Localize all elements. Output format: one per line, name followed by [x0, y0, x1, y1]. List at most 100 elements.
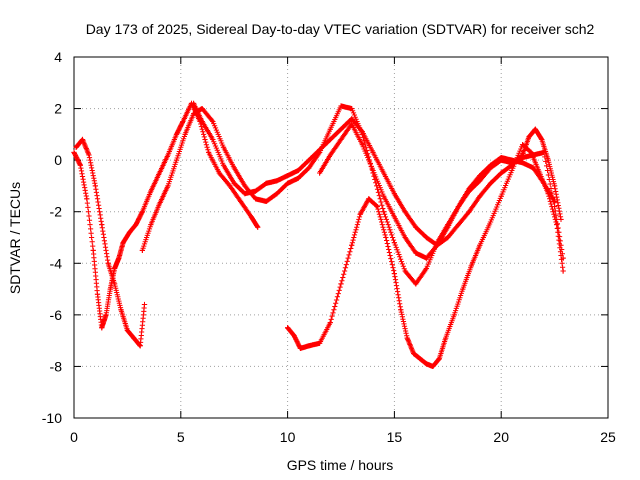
data-point	[460, 286, 466, 292]
y-tick-label: -10	[42, 410, 62, 426]
data-point	[220, 162, 227, 168]
data-point	[99, 222, 105, 228]
data-point	[71, 149, 77, 156]
data-point	[423, 255, 430, 261]
series-trace-a	[71, 100, 261, 331]
data-point	[306, 157, 312, 163]
data-point	[137, 343, 143, 349]
data-point	[118, 307, 124, 313]
data-point	[338, 126, 344, 132]
data-point	[291, 332, 297, 339]
data-point	[451, 312, 457, 318]
data-point	[466, 185, 472, 192]
data-point	[141, 301, 148, 308]
data-point	[381, 193, 387, 199]
data-point	[274, 191, 280, 197]
data-point	[487, 219, 494, 225]
data-point	[509, 167, 515, 174]
data-point	[423, 234, 430, 241]
data-point	[126, 229, 133, 235]
data-point	[252, 188, 259, 194]
data-point	[285, 180, 291, 186]
data-point	[477, 173, 483, 179]
data-point	[338, 103, 344, 109]
data-point	[411, 350, 417, 357]
data-point	[539, 136, 545, 143]
x-tick-label: 20	[493, 429, 509, 445]
data-point	[238, 198, 244, 204]
data-point	[402, 209, 408, 215]
data-point	[327, 319, 333, 326]
data-point	[210, 118, 216, 125]
data-point	[532, 126, 538, 132]
data-point	[423, 265, 430, 272]
data-point	[477, 178, 483, 184]
data-point	[402, 268, 408, 274]
data-point	[156, 201, 163, 207]
y-tick-label: -6	[50, 307, 63, 323]
data-point	[120, 240, 126, 246]
y-tick-label: -8	[50, 358, 63, 374]
data-point	[349, 105, 355, 112]
data-point	[487, 162, 494, 168]
data-point	[477, 242, 483, 248]
y-axis-label: SDTVAR / TECUs	[7, 182, 23, 294]
data-point	[466, 209, 472, 215]
data-point	[205, 149, 212, 156]
data-point	[107, 286, 113, 292]
data-point	[528, 149, 534, 156]
data-point	[105, 260, 111, 266]
data-point	[374, 203, 380, 210]
data-point	[227, 183, 233, 189]
data-point	[552, 183, 558, 189]
data-point	[116, 255, 122, 261]
data-point	[165, 183, 171, 189]
data-point	[357, 211, 363, 217]
data-point	[73, 144, 79, 150]
data-point	[285, 173, 291, 179]
series-trace-e	[285, 142, 566, 370]
data-point	[391, 240, 397, 246]
data-point	[370, 167, 376, 174]
data-point	[519, 160, 526, 166]
data-point	[210, 136, 216, 143]
data-point	[545, 157, 551, 163]
data-point	[199, 105, 205, 112]
data-point	[381, 209, 387, 215]
plot-area	[71, 100, 566, 370]
data-point	[79, 136, 86, 143]
x-axis-label: GPS time / hours	[287, 457, 394, 473]
data-point	[487, 180, 494, 186]
data-point	[139, 247, 145, 253]
data-point	[430, 363, 436, 370]
data-point	[252, 196, 259, 202]
data-point	[443, 335, 449, 341]
data-point	[274, 178, 280, 184]
data-point	[317, 147, 323, 153]
data-point	[391, 191, 397, 197]
data-point	[558, 216, 564, 223]
data-point	[148, 188, 154, 194]
data-point	[103, 312, 109, 318]
tick-labels: 0 5 10 15 20 25 -10 -8 -6 -4 -2 0 2 4	[42, 49, 616, 445]
data-point	[370, 149, 376, 156]
data-point	[92, 183, 98, 189]
data-point	[423, 361, 430, 367]
data-point	[404, 335, 410, 341]
data-point	[413, 224, 419, 230]
data-point	[306, 343, 312, 349]
data-point	[156, 170, 163, 176]
data-point	[391, 271, 397, 277]
data-point	[94, 291, 101, 297]
data-point	[349, 242, 355, 248]
data-point	[455, 203, 462, 210]
data-point	[263, 198, 269, 204]
data-point	[349, 121, 355, 127]
data-point	[338, 136, 344, 143]
data-point	[295, 167, 301, 174]
data-point	[434, 242, 440, 248]
data-point	[381, 170, 387, 176]
data-point	[99, 325, 105, 331]
data-point	[552, 198, 558, 204]
